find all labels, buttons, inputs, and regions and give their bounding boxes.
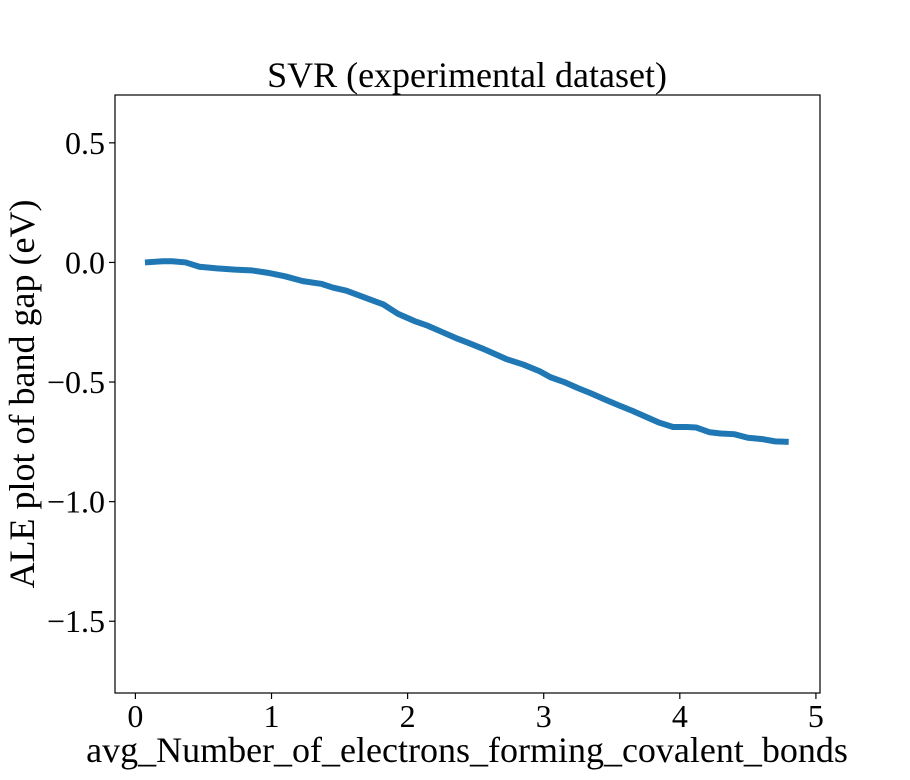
chart-title: SVR (experimental dataset) (267, 55, 667, 95)
series-layer (144, 258, 789, 445)
y-axis-ticks: 0.5 0.0 −0.5 −1.0 −1.5 (47, 125, 115, 639)
x-tick-label: 3 (536, 698, 552, 734)
x-tick-label: 5 (808, 698, 824, 734)
y-axis-label: ALE plot of band gap (eV) (2, 200, 42, 589)
y-tick-label: 0.5 (65, 125, 105, 161)
plot-background (115, 95, 820, 693)
y-tick-label: 0.0 (65, 244, 105, 280)
x-axis-label: avg_Number_of_electrons_forming_covalent… (86, 730, 848, 770)
y-tick-label: −1.5 (47, 603, 105, 639)
y-tick-label: −1.0 (47, 484, 105, 520)
series-line (144, 258, 789, 445)
x-tick-label: 2 (400, 698, 416, 734)
y-tick-label: −0.5 (47, 364, 105, 400)
x-tick-label: 1 (264, 698, 280, 734)
x-axis-ticks: 0 1 2 3 4 5 (127, 693, 824, 734)
x-tick-label: 4 (672, 698, 688, 734)
plot-frame (114, 94, 821, 694)
x-tick-label: 0 (127, 698, 143, 734)
